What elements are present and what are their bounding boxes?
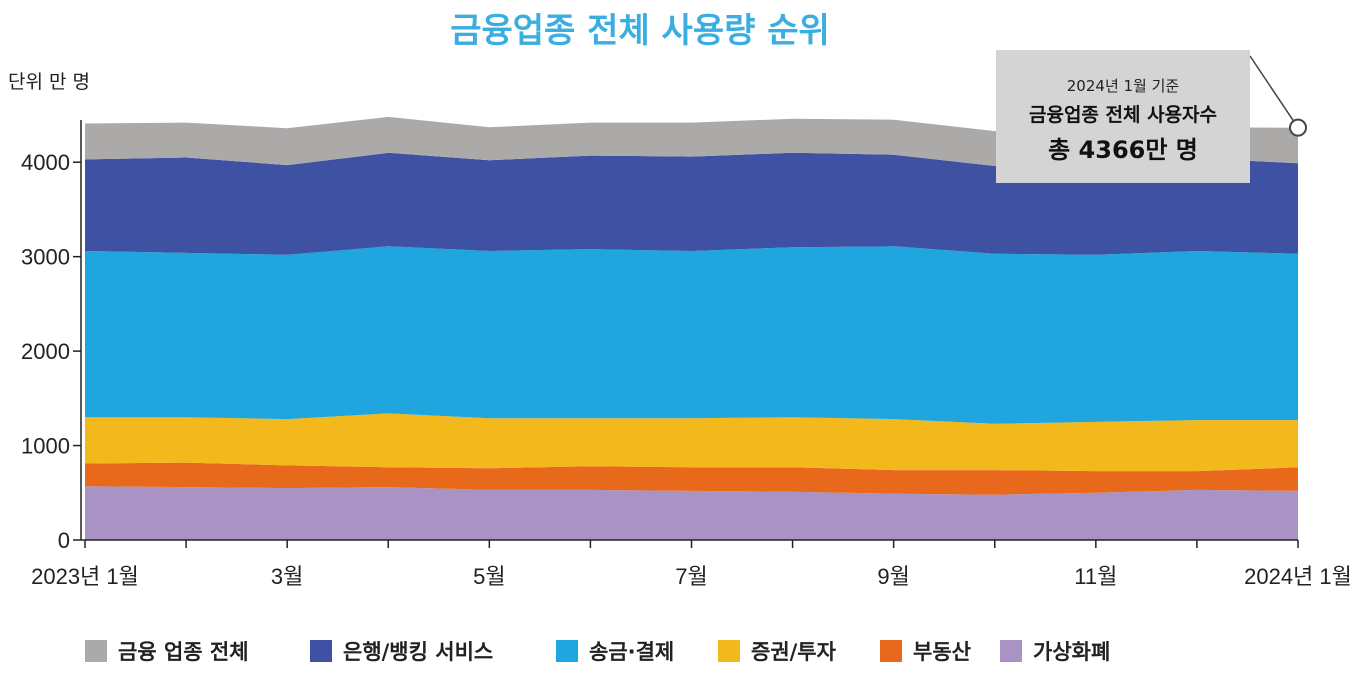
legend-swatch-1 <box>310 640 332 662</box>
callout-box <box>996 50 1250 183</box>
legend-swatch-5 <box>1000 640 1022 662</box>
x-tick-label-12: 2024년 1월 <box>1244 564 1350 589</box>
legend-swatch-0 <box>85 640 107 662</box>
area-series-5 <box>85 116 1298 166</box>
chart-title: 금융업종 전체 사용량 순위 <box>450 11 830 51</box>
area-series-4 <box>85 152 1298 255</box>
legend-label-1: 은행/뱅킹 서비스 <box>343 640 493 664</box>
callout-leader-line <box>1249 55 1295 123</box>
callout-subtitle: 금융업종 전체 사용자수 <box>1029 104 1217 126</box>
legend-label-5: 가상화폐 <box>1033 640 1110 664</box>
x-tick-label-0: 2023년 1월 <box>31 564 139 589</box>
y-tick-label-2000: 2000 <box>21 339 70 364</box>
unit-label: 단위 만 명 <box>8 71 90 93</box>
legend-label-4: 부동산 <box>913 640 971 664</box>
area-series-1 <box>85 462 1298 495</box>
x-tick-label-6: 7월 <box>675 564 707 589</box>
legend-label-3: 증권/투자 <box>751 640 837 664</box>
y-tick-label-1000: 1000 <box>21 434 70 459</box>
y-tick-label-4000: 4000 <box>21 150 70 175</box>
area-series-3 <box>85 246 1298 424</box>
legend-label-0: 금융 업종 전체 <box>118 640 249 664</box>
legend-label-2: 송금·결제 <box>589 640 674 664</box>
callout-total: 총 4366만 명 <box>1048 136 1198 164</box>
x-tick-label-8: 9월 <box>877 564 909 589</box>
y-tick-label-3000: 3000 <box>21 245 70 270</box>
callout-date: 2024년 1월 기준 <box>1067 77 1180 95</box>
area-series-0 <box>85 486 1298 540</box>
callout-marker <box>1289 118 1307 137</box>
legend: 금융 업종 전체 은행/뱅킹 서비스 송금·결제 증권/투자 부동산 가상화폐 <box>85 640 1110 664</box>
area-series-2 <box>85 413 1298 472</box>
x-tick-label-10: 11월 <box>1074 564 1117 589</box>
x-tick-label-4: 5월 <box>473 564 505 589</box>
x-axis: 2023년 1월 3월 5월 7월 9월 11월 2024년 1월 <box>31 539 1350 589</box>
y-axis: 0 1000 2000 3000 4000 <box>21 120 82 553</box>
y-tick-label-0: 0 <box>58 528 70 553</box>
x-tick-label-2: 3월 <box>271 564 303 589</box>
legend-swatch-2 <box>556 640 578 662</box>
legend-swatch-3 <box>718 640 740 662</box>
area-series-group <box>85 116 1298 540</box>
legend-swatch-4 <box>880 640 902 662</box>
total-callout: 2024년 1월 기준 금융업종 전체 사용자수 총 4366만 명 <box>996 50 1307 183</box>
